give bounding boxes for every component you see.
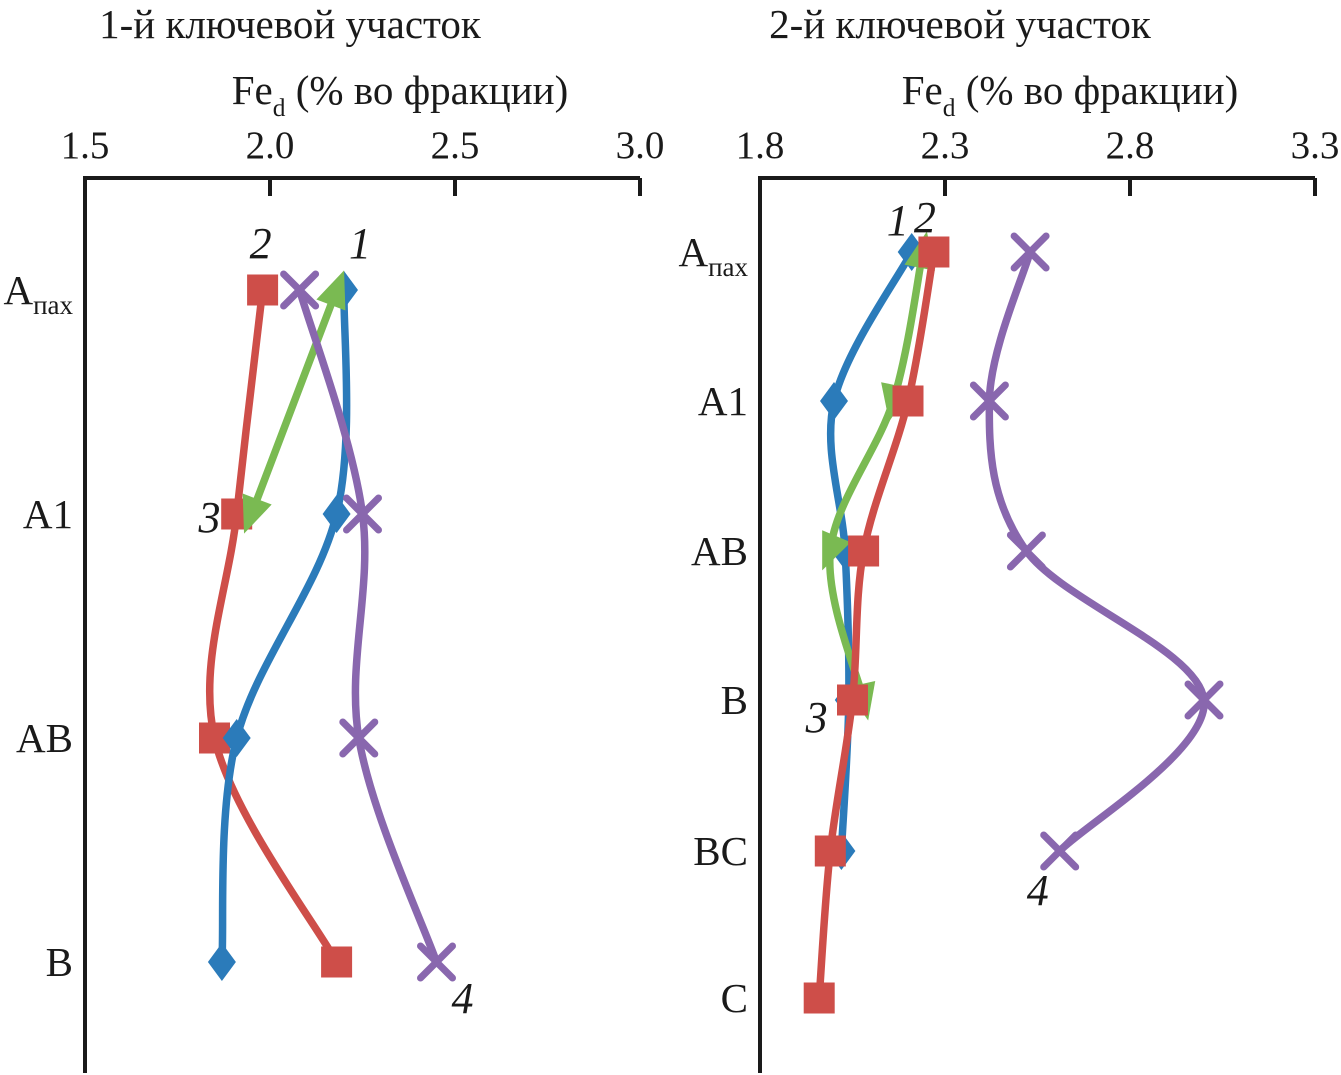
left-series-1-line [218, 286, 351, 966]
left-x-tick-label: 2.0 [246, 124, 295, 167]
left-y-category-label: A1 [23, 491, 73, 537]
left-series-3-marker [316, 270, 346, 311]
right-series-4-line [985, 248, 1208, 855]
right-series-2-marker [837, 684, 868, 716]
right-x-axis-label: Fed (% во фракции) [901, 67, 1239, 120]
right-x-axis-label-rest: (% во фракции) [955, 67, 1239, 113]
left-series-2-line [205, 286, 341, 966]
right-series-1-marker [820, 382, 848, 420]
right-series-2-marker [892, 385, 924, 417]
left-series-1-marker [207, 943, 236, 981]
right-y-category-label: BC [693, 828, 748, 874]
left-series-2-number-label: 2 [250, 219, 272, 268]
right-y-category-label: AB [691, 528, 748, 574]
left-y-category-label: AB [16, 715, 73, 761]
left-series-4-marker [417, 942, 456, 982]
left-series-3-line [247, 286, 341, 518]
right-x-axis-label-sub: d [942, 94, 956, 123]
left-series-4-marker [280, 270, 320, 310]
right-series-4-marker [1040, 831, 1080, 871]
right-y-category-label: B [721, 677, 748, 723]
left-series-1-marker [222, 719, 251, 757]
left-x-axis-label: Fed (% во фракции) [231, 67, 569, 120]
right-series-4-number-label: 4 [1027, 866, 1049, 915]
right-series-4-marker [969, 381, 1009, 421]
right-series-2-marker [848, 535, 880, 567]
left-x-tick-label: 2.5 [431, 124, 480, 167]
right-series-3-line [826, 248, 927, 704]
right-series-2-marker [814, 835, 846, 867]
left-series-4-number-label: 4 [452, 974, 474, 1023]
left-x-axis-label-main: Fe [231, 67, 273, 113]
right-y-category-label: A1 [698, 378, 748, 424]
left-y-category-label: B [46, 939, 73, 985]
right-series-2-marker [918, 236, 950, 268]
left-series-3-number-label: 3 [198, 493, 221, 542]
left-x-axis-label-sub: d [272, 94, 286, 123]
right-series-2-marker [803, 982, 835, 1014]
right-x-tick-label: 2.3 [921, 124, 970, 167]
right-y-category-label: C [721, 975, 748, 1021]
left-series-1-marker [322, 495, 351, 533]
left-series-2-marker [247, 274, 279, 306]
left-series-4-marker [343, 494, 382, 534]
right-series-4-marker [1010, 232, 1050, 272]
right-series-2-number-label: 2 [914, 193, 936, 242]
right-series-2-line [815, 248, 938, 1002]
left-series-3-marker [242, 493, 272, 534]
left-y-category-label: Апах [3, 267, 73, 320]
left-series-4-line [295, 286, 441, 966]
right-x-axis-label-main: Fe [901, 67, 943, 113]
right-series-1-number-label: 1 [887, 196, 909, 245]
left-series-4-marker [339, 718, 379, 758]
left-series-1-number-label: 1 [349, 219, 371, 268]
right-series-4-marker [1184, 680, 1224, 720]
right-y-category-label: Апах [678, 229, 748, 282]
right-chart-title: 2-й ключевой участок [769, 1, 1151, 47]
left-x-tick-label: 3.0 [616, 124, 665, 167]
left-x-tick-label: 1.5 [61, 124, 110, 167]
left-x-axis-label-rest: (% во фракции) [285, 67, 569, 113]
right-series-4-marker [1006, 531, 1046, 571]
right-series-3-number-label: 3 [805, 693, 828, 742]
left-series-2-marker [321, 946, 353, 978]
right-x-tick-label: 1.8 [736, 124, 785, 167]
left-chart-title: 1-й ключевой участок [99, 1, 481, 47]
right-x-tick-label: 3.3 [1291, 124, 1340, 167]
right-series-3-marker [822, 530, 851, 571]
right-x-tick-label: 2.8 [1106, 124, 1155, 167]
